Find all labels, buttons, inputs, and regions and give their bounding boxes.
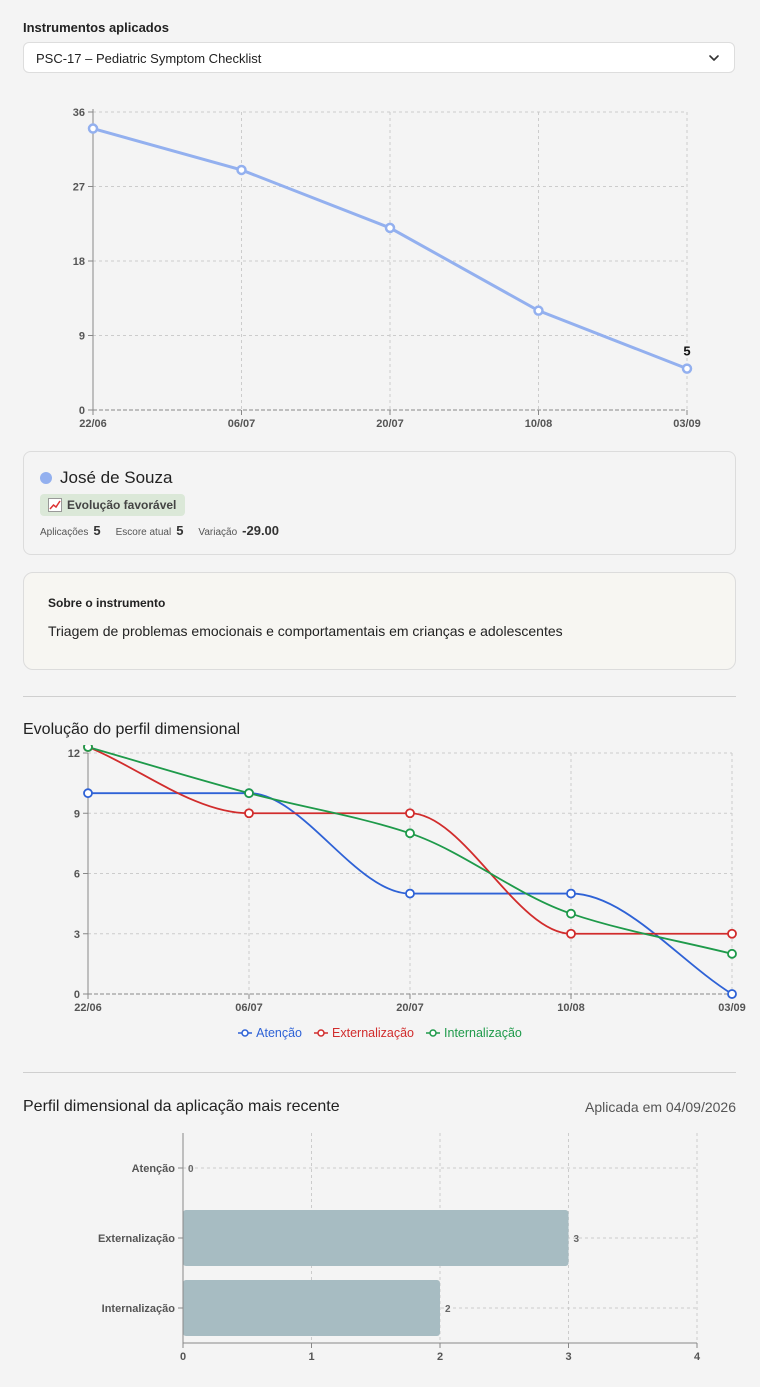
y-tick-label: Atenção xyxy=(132,1163,176,1175)
evolution-badge-label: Evolução favorável xyxy=(67,498,177,512)
bar-value-label: 0 xyxy=(188,1164,194,1175)
instrument-select-value: PSC-17 – Pediatric Symptom Checklist xyxy=(36,51,262,66)
data-point xyxy=(533,305,544,316)
y-tick-label: 9 xyxy=(74,808,80,820)
score-line-chart: 0 9 18 27 36 22/06 06/07 20/07 10/08 03/09 5 xyxy=(73,107,701,430)
legend-marker-icon xyxy=(426,1029,441,1037)
recent-profile-bar-chart: 0 1 2 3 4 Atenção 0 Externalização 3 Internalizaç… xyxy=(98,1133,701,1363)
data-point xyxy=(727,989,737,999)
y-tick-label: Internalização xyxy=(102,1303,176,1315)
data-point xyxy=(83,745,93,752)
data-point xyxy=(727,928,737,939)
y-tick-label: 12 xyxy=(68,748,80,760)
patient-name: José de Souza xyxy=(60,468,173,487)
data-point xyxy=(83,788,93,799)
y-tick-label: 0 xyxy=(74,989,80,1001)
variation-label: Variação xyxy=(198,527,238,538)
recent-profile-title: Perfil dimensional da aplicação mais rec… xyxy=(23,1098,340,1115)
patient-card[interactable]: José de Souza Evolução favorável Aplicaç… xyxy=(23,451,736,555)
data-point xyxy=(681,363,693,374)
data-point xyxy=(244,788,254,799)
x-tick-label: 03/09 xyxy=(673,418,701,430)
data-point xyxy=(384,222,396,234)
x-tick-label: 22/06 xyxy=(74,1002,102,1014)
y-tick-label: 27 xyxy=(73,182,85,194)
data-point xyxy=(87,123,99,134)
x-tick-label: 22/06 xyxy=(79,418,107,430)
legend-label: Atenção xyxy=(256,1026,303,1040)
legend-label: Externalização xyxy=(332,1026,415,1040)
bar xyxy=(183,1280,440,1336)
about-instrument-panel: Sobre o instrumento Triagem de problemas… xyxy=(23,572,736,670)
legend-item-internalizacao[interactable]: Internalização xyxy=(426,1026,522,1040)
data-label: 5 xyxy=(683,344,690,359)
data-point xyxy=(405,888,415,899)
data-point xyxy=(566,888,576,899)
data-point xyxy=(405,808,415,819)
x-tick-label: 4 xyxy=(694,1351,701,1363)
y-tick-label: 0 xyxy=(79,405,85,417)
x-tick-label: 06/07 xyxy=(228,418,256,430)
data-point xyxy=(566,928,576,939)
bar-value-label: 3 xyxy=(574,1234,580,1245)
patient-color-dot xyxy=(40,472,52,484)
divider xyxy=(23,696,736,697)
instrument-select[interactable]: PSC-17 – Pediatric Symptom Checklist xyxy=(23,42,735,73)
data-point xyxy=(405,828,415,839)
divider xyxy=(23,1072,736,1073)
y-tick-label: 9 xyxy=(79,331,85,343)
applications-value: 5 xyxy=(93,523,101,538)
legend-marker-icon xyxy=(238,1029,253,1037)
x-tick-label: 3 xyxy=(565,1351,571,1363)
y-tick-label: 36 xyxy=(73,107,85,119)
x-tick-label: 20/07 xyxy=(376,418,404,430)
x-tick-label: 10/08 xyxy=(557,1002,585,1014)
x-tick-label: 2 xyxy=(437,1351,443,1363)
current-score-label: Escore atual xyxy=(115,527,172,538)
x-tick-label: 06/07 xyxy=(235,1002,263,1014)
legend-marker-icon xyxy=(314,1029,329,1037)
series-line xyxy=(92,127,688,371)
x-tick-label: 1 xyxy=(308,1351,314,1363)
data-point xyxy=(727,948,737,959)
current-score-value: 5 xyxy=(176,523,184,538)
legend-label: Internalização xyxy=(444,1026,522,1040)
y-tick-label: 6 xyxy=(74,869,80,881)
about-description: Triagem de problemas emocionais e compor… xyxy=(48,623,563,639)
instruments-label: Instrumentos aplicados xyxy=(23,20,169,35)
dimensional-line-chart: 0 3 6 9 12 22/06 06/07 20/07 10/08 03/09 xyxy=(68,745,746,1014)
bar-value-label: 2 xyxy=(445,1304,451,1315)
applications-label: Aplicações xyxy=(40,527,89,538)
patient-stats: Aplicações 5 Escore atual 5 Variação -29… xyxy=(40,523,294,538)
y-tick-label: 18 xyxy=(73,256,85,268)
dimensional-evolution-title: Evolução do perfil dimensional xyxy=(23,721,241,738)
legend-item-atencao[interactable]: Atenção xyxy=(238,1026,302,1040)
dimensional-legend: Atenção Externalização Internalização xyxy=(0,1026,760,1040)
applied-date: Aplicada em 04/09/2026 xyxy=(585,1099,736,1115)
x-tick-label: 10/08 xyxy=(525,418,553,430)
y-tick-label: 3 xyxy=(74,929,80,941)
y-tick-label: Externalização xyxy=(98,1233,175,1245)
bar xyxy=(183,1210,569,1266)
chevron-down-icon xyxy=(709,55,719,61)
x-tick-label: 0 xyxy=(180,1351,186,1363)
chart-increasing-icon xyxy=(48,498,62,512)
legend-item-externalizacao[interactable]: Externalização xyxy=(314,1026,414,1040)
data-point xyxy=(566,908,576,919)
variation-value: -29.00 xyxy=(242,523,280,538)
x-tick-label: 20/07 xyxy=(396,1002,424,1014)
evolution-badge: Evolução favorável xyxy=(40,494,186,516)
data-point xyxy=(244,808,254,819)
data-point xyxy=(236,164,247,176)
x-tick-label: 03/09 xyxy=(718,1002,746,1014)
about-title: Sobre o instrumento xyxy=(48,596,166,610)
